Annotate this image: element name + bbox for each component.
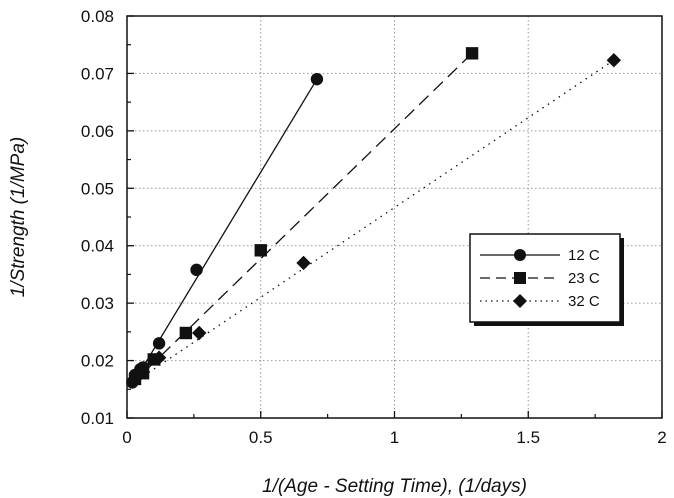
y-tick-label: 0.05 [81, 179, 114, 198]
fit-line [131, 59, 615, 385]
legend-marker [514, 249, 526, 261]
x-tick-label: 2 [657, 428, 666, 447]
data-point [152, 337, 166, 350]
series-2 [128, 47, 479, 386]
series-3 [127, 53, 622, 387]
x-tick-labels: 0 0.5 1 1.5 2 [122, 428, 666, 447]
legend-marker [514, 272, 526, 284]
y-tick-labels: 0.01 0.02 0.03 0.04 0.05 0.06 0.07 0.08 [81, 7, 114, 428]
y-tick-label: 0.07 [81, 64, 114, 83]
legend-item: 23 C [480, 270, 600, 287]
y-tick-label: 0.08 [81, 7, 114, 26]
data-point [151, 350, 167, 365]
x-tick-label: 1 [390, 428, 399, 447]
x-tick-label: 0 [122, 428, 131, 447]
legend-item: 32 C [480, 293, 600, 310]
legend-label: 12 C [568, 247, 600, 264]
grid [127, 16, 662, 418]
data-point [606, 53, 622, 68]
data-point [296, 255, 311, 271]
legend-label: 23 C [568, 270, 600, 287]
data-point [254, 244, 267, 257]
x-tick-label: 1.5 [516, 428, 540, 447]
x-tick-label: 0.5 [249, 428, 273, 447]
y-tick-label: 0.04 [81, 237, 114, 256]
legend-marker [513, 294, 527, 308]
legend: 12 C 23 C 32 C [469, 233, 624, 326]
y-tick-label: 0.01 [81, 409, 114, 428]
legend-item: 12 C [480, 247, 600, 264]
y-tick-label: 0.03 [81, 294, 114, 313]
fit-line [131, 78, 318, 386]
x-axis-label: 1/(Age - Setting Time), (1/days) [262, 476, 527, 497]
data-point [192, 325, 207, 341]
data-point [179, 326, 193, 340]
data-point [310, 72, 324, 86]
axis-ticks [126, 15, 663, 419]
data-point [465, 47, 479, 60]
data-point [127, 371, 143, 387]
data-point [190, 263, 203, 277]
series-1 [126, 72, 324, 389]
y-tick-label: 0.06 [81, 122, 114, 141]
legend-label: 32 C [568, 293, 600, 310]
data-point [135, 364, 151, 380]
y-tick-label: 0.02 [81, 352, 114, 371]
y-axis-label: 1/Strength (1/MPa) [8, 137, 29, 298]
series-group [126, 47, 622, 389]
